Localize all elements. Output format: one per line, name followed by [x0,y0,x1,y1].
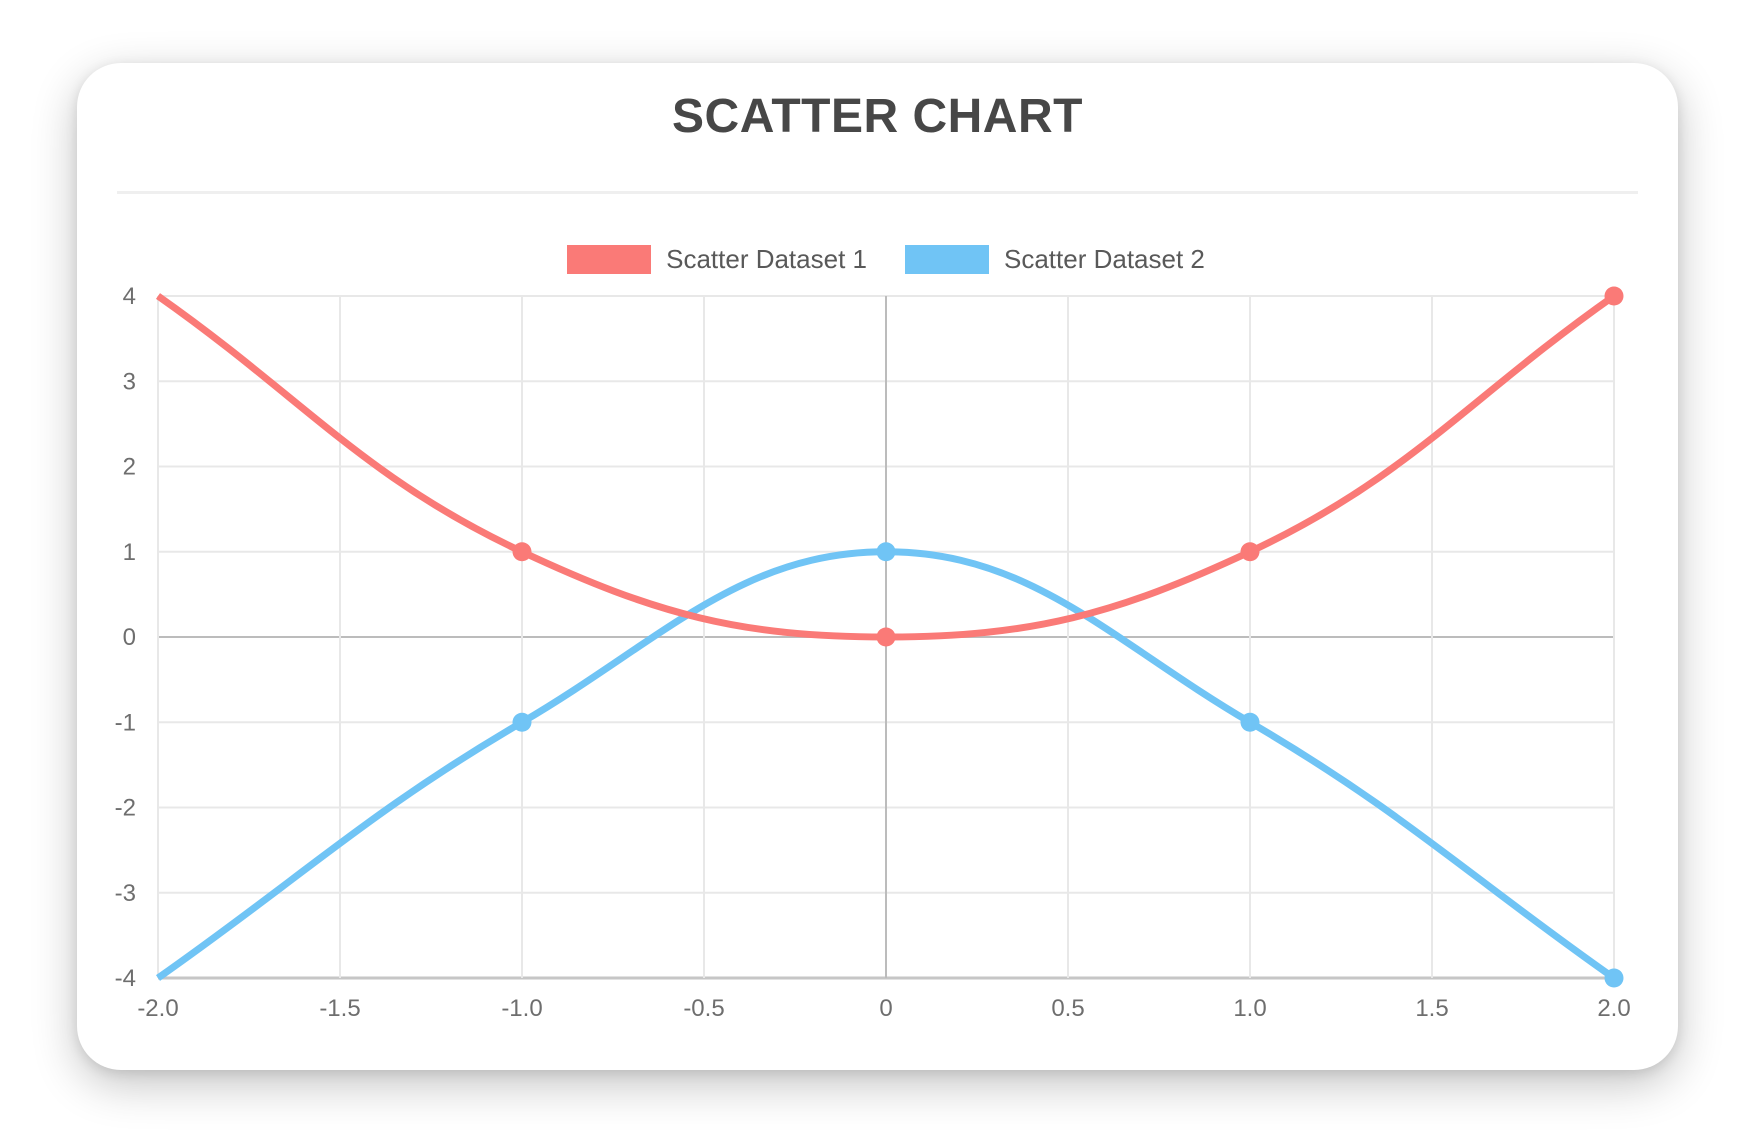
chart-title: SCATTER CHART [672,90,1083,143]
svg-text:1.5: 1.5 [1415,995,1448,1022]
scatter-plot-area: 4 3 2 1 0 -1 -2 -3 -4-2.0 -1.5 -1.0 -0.5 0 0.5 1.0 1.5 2… [115,283,1631,1022]
svg-text:1: 1 [123,539,136,566]
svg-text:-2.0: -2.0 [137,995,178,1022]
chart-card: SCATTER CHART Scatter Dataset 1 Scatter … [77,63,1678,1070]
legend-label-dataset-1: Scatter Dataset 1 [666,243,867,274]
svg-text:-2: -2 [115,795,136,822]
svg-text:2.0: 2.0 [1597,995,1630,1022]
svg-text:-4: -4 [115,965,136,992]
legend-item-dataset-2[interactable]: Scatter Dataset 2 [905,243,1205,274]
svg-text:2: 2 [123,454,136,481]
svg-text:0.5: 0.5 [1051,995,1084,1022]
svg-text:1.0: 1.0 [1233,995,1266,1022]
svg-text:0: 0 [123,624,136,651]
svg-text:-1: -1 [115,709,136,736]
legend-label-dataset-2: Scatter Dataset 2 [1004,243,1205,274]
svg-text:4: 4 [123,283,136,310]
svg-text:-1.0: -1.0 [501,995,542,1022]
legend-item-dataset-1[interactable]: Scatter Dataset 1 [567,243,867,274]
legend-swatch-dataset-1 [567,244,652,274]
legend-swatch-dataset-2 [905,244,989,274]
svg-text:-3: -3 [115,880,136,907]
title-divider [117,191,1638,194]
svg-text:3: 3 [123,368,136,395]
svg-text:0: 0 [879,995,892,1022]
svg-text:-0.5: -0.5 [683,995,724,1022]
chart-legend: Scatter Dataset 1 Scatter Dataset 2 [158,243,1614,275]
svg-text:-1.5: -1.5 [319,995,360,1022]
